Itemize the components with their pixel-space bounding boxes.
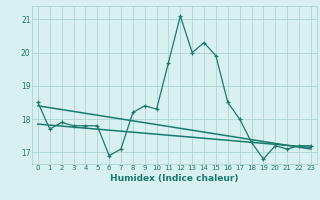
X-axis label: Humidex (Indice chaleur): Humidex (Indice chaleur): [110, 174, 239, 183]
